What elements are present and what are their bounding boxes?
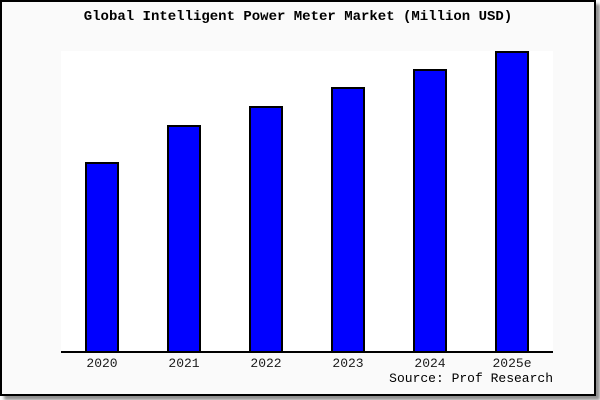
x-tick-label-2025e: 2025e <box>492 356 532 371</box>
bar-2021 <box>167 125 201 351</box>
bar-2023 <box>331 87 365 351</box>
x-tick-label-2024: 2024 <box>414 356 446 371</box>
source-note: Source: Prof Research <box>389 371 553 386</box>
chart-title: Global Intelligent Power Meter Market (M… <box>83 9 513 25</box>
x-tick-label-2022: 2022 <box>250 356 282 371</box>
bar-2020 <box>85 162 119 351</box>
plot-area <box>61 51 553 353</box>
x-tick-label-2020: 2020 <box>86 356 118 371</box>
bar-2025e <box>495 51 529 351</box>
x-axis-labels: 2020 2021 2022 2023 2024 2025e <box>61 356 553 372</box>
x-tick-label-2021: 2021 <box>168 356 200 371</box>
bar-2022 <box>249 106 283 351</box>
bar-2024 <box>413 69 447 351</box>
x-tick-label-2023: 2023 <box>332 356 364 371</box>
